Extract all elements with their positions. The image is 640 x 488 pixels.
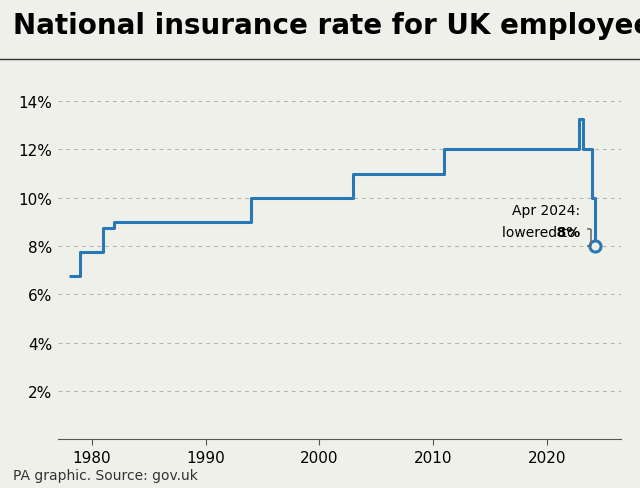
Text: 8%: 8% xyxy=(497,225,580,239)
Text: Apr 2024:: Apr 2024: xyxy=(512,203,580,217)
Text: PA graphic. Source: gov.uk: PA graphic. Source: gov.uk xyxy=(13,468,198,482)
Text: lowered to: lowered to xyxy=(502,225,580,239)
Text: National insurance rate for UK employees: National insurance rate for UK employees xyxy=(13,12,640,40)
